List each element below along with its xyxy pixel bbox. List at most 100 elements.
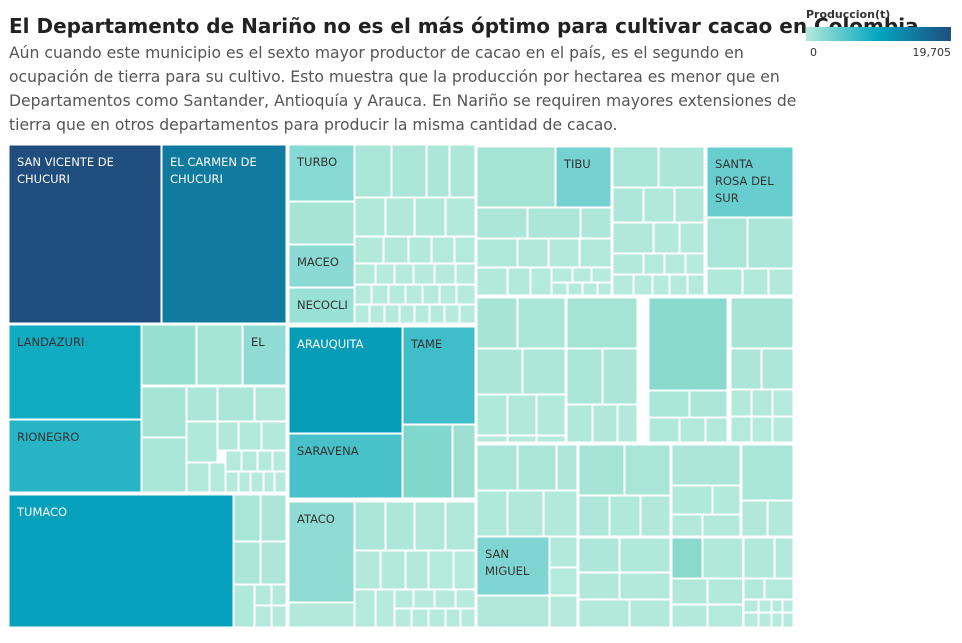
treemap-tile[interactable] — [658, 146, 705, 188]
treemap-tile[interactable] — [460, 608, 476, 627]
treemap-tile[interactable] — [257, 450, 273, 472]
treemap-tile[interactable] — [517, 444, 557, 491]
treemap-tile[interactable] — [648, 390, 690, 418]
treemap-tile[interactable] — [671, 537, 703, 579]
treemap-tile-el[interactable]: EL — [242, 324, 287, 386]
treemap-tile[interactable] — [578, 444, 625, 496]
treemap-tile[interactable] — [476, 394, 508, 436]
treemap-tile[interactable] — [385, 197, 415, 237]
treemap-tile[interactable] — [476, 297, 518, 349]
treemap-tile[interactable] — [707, 604, 744, 627]
treemap-tile[interactable] — [578, 599, 630, 627]
treemap-tile-rect[interactable] — [706, 146, 794, 218]
treemap-tile[interactable] — [730, 416, 752, 443]
treemap-tile[interactable] — [288, 201, 355, 245]
treemap-tile-rect[interactable] — [288, 145, 355, 202]
treemap-tile[interactable] — [671, 604, 708, 627]
treemap-tile[interactable] — [476, 238, 518, 268]
treemap-tile[interactable] — [517, 297, 566, 349]
treemap-tile[interactable] — [354, 263, 376, 285]
treemap-tile[interactable] — [674, 187, 705, 223]
treemap-tile[interactable] — [536, 394, 566, 436]
treemap-tile[interactable] — [455, 263, 476, 285]
treemap-tile[interactable] — [428, 608, 446, 627]
treemap-tile[interactable] — [671, 514, 703, 537]
treemap-tile[interactable] — [354, 236, 384, 264]
treemap-tile[interactable] — [476, 348, 523, 395]
treemap-tile[interactable] — [772, 416, 794, 443]
treemap-tile[interactable] — [233, 494, 261, 542]
treemap-tile[interactable] — [751, 416, 773, 443]
treemap-tile-san-miguel[interactable]: SAN MIGUEL — [476, 536, 550, 596]
treemap-tile[interactable] — [371, 284, 389, 305]
treemap-tile[interactable] — [434, 589, 456, 609]
treemap-tile[interactable] — [434, 263, 456, 285]
treemap-tile[interactable] — [391, 145, 427, 198]
treemap-tile-maceo[interactable]: MACEO — [288, 244, 355, 288]
treemap-tile[interactable] — [612, 146, 659, 188]
treemap-tile-rect[interactable] — [476, 536, 550, 596]
treemap-tile-rect[interactable] — [242, 324, 287, 386]
treemap-tile[interactable] — [648, 417, 680, 443]
treemap-tile[interactable] — [671, 485, 713, 515]
treemap-tile-rect[interactable] — [9, 419, 142, 493]
treemap-tile-necocli[interactable]: NECOCLI — [288, 287, 355, 324]
treemap-tile-rect[interactable] — [288, 433, 403, 499]
treemap-tile[interactable] — [743, 599, 759, 613]
treemap-tile-rect[interactable] — [402, 326, 476, 425]
treemap-tile[interactable] — [702, 514, 741, 537]
treemap-tile[interactable] — [394, 589, 414, 609]
treemap-tile[interactable] — [591, 267, 612, 283]
treemap-tile-rect[interactable] — [288, 244, 355, 288]
treemap-tile[interactable] — [730, 348, 762, 390]
treemap-tile[interactable] — [597, 282, 612, 296]
treemap-tile[interactable] — [771, 599, 783, 613]
treemap-tile[interactable] — [612, 253, 644, 275]
treemap-tile-rect[interactable] — [555, 146, 612, 208]
treemap-tile[interactable] — [782, 599, 794, 613]
treemap-tile[interactable] — [629, 599, 671, 627]
treemap-tile[interactable] — [743, 612, 759, 627]
treemap-tile[interactable] — [612, 187, 644, 223]
treemap-tile[interactable] — [751, 389, 773, 417]
treemap-tile[interactable] — [566, 348, 603, 405]
treemap-tile[interactable] — [624, 444, 671, 496]
treemap-tile-san-vicente-de-chucuri[interactable]: SAN VICENTE DE CHUCURI — [9, 145, 162, 324]
treemap-tile-tibu[interactable]: TIBU — [555, 146, 612, 208]
treemap-tile[interactable] — [671, 578, 708, 605]
treemap-tile[interactable] — [653, 222, 680, 254]
treemap-tile[interactable] — [652, 274, 670, 296]
treemap-tile[interactable] — [706, 268, 743, 296]
treemap-tile[interactable] — [263, 471, 275, 493]
treemap-tile[interactable] — [549, 595, 578, 627]
treemap-tile[interactable] — [429, 304, 445, 324]
treemap-tile[interactable] — [383, 236, 409, 264]
treemap-tile[interactable] — [261, 421, 287, 451]
treemap-tile[interactable] — [747, 217, 794, 269]
treemap-tile[interactable] — [774, 537, 794, 579]
treemap-tile[interactable] — [633, 274, 653, 296]
treemap-tile[interactable] — [767, 500, 794, 537]
treemap-tile[interactable] — [414, 501, 446, 551]
treemap-tile[interactable] — [566, 404, 593, 443]
treemap-tile-ataco[interactable]: ATACO — [288, 501, 355, 603]
treemap-tile[interactable] — [664, 253, 686, 275]
treemap-tile[interactable] — [707, 578, 744, 605]
treemap-tile[interactable] — [640, 495, 671, 537]
treemap-tile[interactable] — [476, 207, 528, 239]
treemap-tile[interactable] — [730, 389, 752, 417]
treemap-tile[interactable] — [476, 267, 508, 296]
treemap-tile[interactable] — [444, 304, 460, 324]
treemap-tile[interactable] — [375, 263, 395, 285]
treemap-tile[interactable] — [426, 145, 450, 198]
treemap-tile[interactable] — [271, 584, 287, 606]
treemap-tile[interactable] — [741, 444, 794, 501]
treemap-tile[interactable] — [272, 450, 287, 472]
treemap-tile[interactable] — [254, 386, 287, 422]
treemap-tile[interactable] — [354, 550, 381, 590]
treemap-tile[interactable] — [186, 462, 210, 493]
treemap-tile[interactable] — [572, 267, 592, 283]
treemap-tile[interactable] — [702, 537, 744, 579]
treemap-tile[interactable] — [141, 437, 187, 493]
treemap-tile[interactable] — [578, 495, 610, 537]
